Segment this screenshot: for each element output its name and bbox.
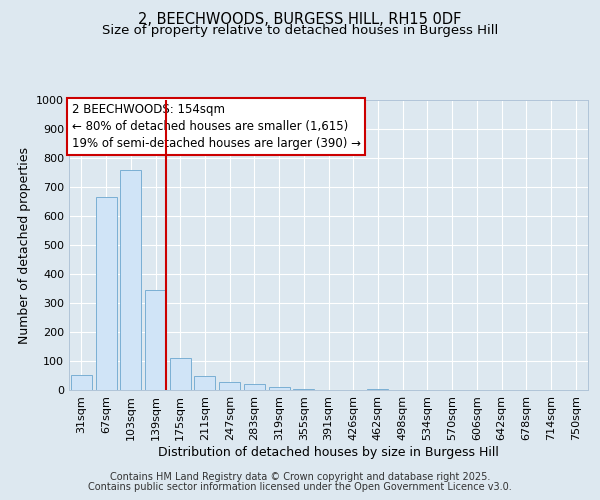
Bar	[194, 376, 215, 390]
Text: Size of property relative to detached houses in Burgess Hill: Size of property relative to detached ho…	[102, 24, 498, 37]
Y-axis label: Number of detached properties: Number of detached properties	[17, 146, 31, 344]
Bar	[120, 170, 141, 390]
Bar	[95, 197, 116, 390]
Bar	[244, 384, 265, 390]
Text: 2 BEECHWOODS: 154sqm
← 80% of detached houses are smaller (1,615)
19% of semi-de: 2 BEECHWOODS: 154sqm ← 80% of detached h…	[71, 103, 361, 150]
Bar	[71, 375, 92, 390]
Bar	[269, 386, 290, 390]
Text: Contains public sector information licensed under the Open Government Licence v3: Contains public sector information licen…	[88, 482, 512, 492]
Bar	[219, 382, 240, 390]
Bar	[293, 388, 314, 390]
Bar	[170, 358, 191, 390]
Text: Contains HM Land Registry data © Crown copyright and database right 2025.: Contains HM Land Registry data © Crown c…	[110, 472, 490, 482]
Bar	[145, 290, 166, 390]
Text: 2, BEECHWOODS, BURGESS HILL, RH15 0DF: 2, BEECHWOODS, BURGESS HILL, RH15 0DF	[139, 12, 461, 28]
Bar	[367, 389, 388, 390]
X-axis label: Distribution of detached houses by size in Burgess Hill: Distribution of detached houses by size …	[158, 446, 499, 458]
